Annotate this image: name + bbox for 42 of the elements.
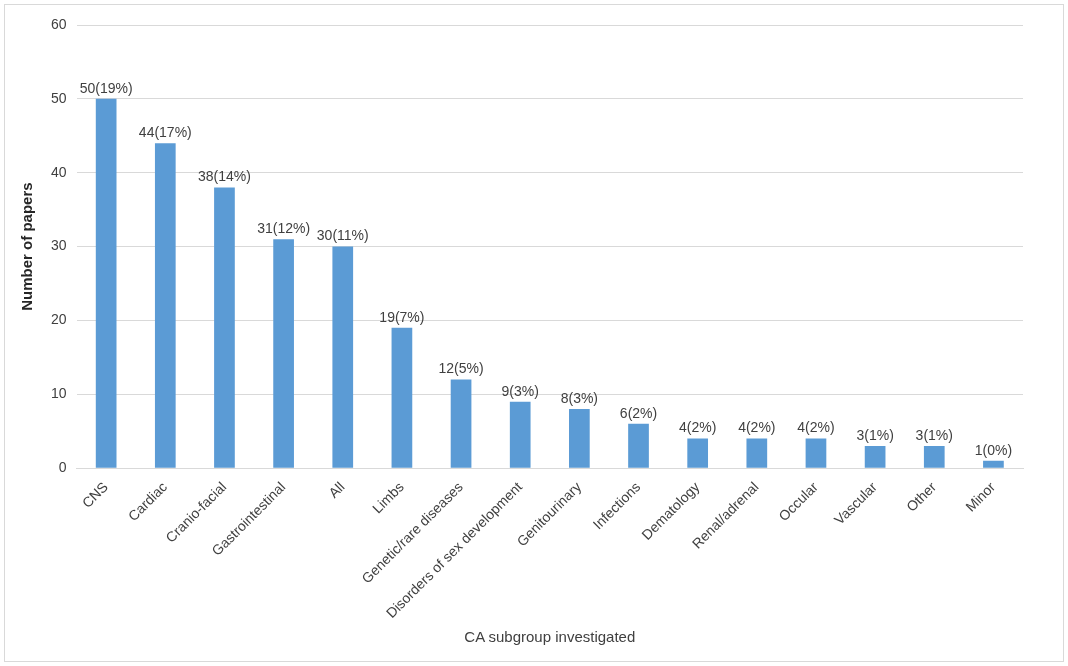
y-tick-label: 40 (50, 163, 67, 180)
data-label: 4(2%) (738, 419, 776, 436)
y-tick-label: 20 (50, 311, 67, 328)
data-label: 4(2%) (797, 419, 835, 436)
data-label: 3(1%) (915, 426, 953, 443)
bar (450, 379, 472, 468)
y-tick-label: 0 (58, 459, 67, 476)
data-label: 50(19%) (79, 79, 133, 96)
data-label: 19(7%) (379, 308, 425, 325)
y-tick-label: 10 (50, 385, 67, 402)
data-label: 9(3%) (501, 382, 539, 399)
bar (273, 239, 294, 468)
y-axis-title: Number of papers (18, 182, 36, 311)
data-label: 4(2%) (678, 419, 717, 436)
bar (391, 327, 413, 468)
bar (509, 401, 531, 468)
bar (214, 187, 235, 468)
data-label: 6(2%) (619, 404, 658, 421)
data-label: 44(17%) (138, 124, 192, 141)
bar (687, 438, 709, 468)
bar (95, 98, 117, 468)
y-tick-label: 50 (50, 89, 67, 106)
y-tick-label: 60 (50, 15, 67, 32)
bar (983, 460, 1004, 468)
bar (805, 438, 827, 468)
bar (154, 143, 176, 468)
data-label: 8(3%) (560, 389, 599, 406)
data-label: 1(0%) (974, 441, 1013, 458)
bar (746, 438, 768, 468)
data-label: 12(5%) (438, 360, 484, 377)
bar (332, 246, 354, 468)
bar (923, 446, 945, 468)
y-tick-label: 30 (50, 237, 67, 254)
bar (569, 409, 590, 468)
x-axis-title: CA subgroup investigated (464, 628, 636, 646)
x-tick-label: All (325, 478, 348, 501)
data-label: 38(14%) (197, 168, 251, 185)
bar (628, 423, 649, 468)
data-label: 3(1%) (856, 426, 894, 443)
bar (864, 446, 886, 468)
data-label: 30(11%) (316, 227, 369, 244)
data-label: 31(12%) (257, 220, 311, 237)
